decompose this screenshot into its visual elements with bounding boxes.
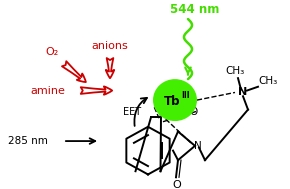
Circle shape [153, 79, 197, 121]
Text: 285 nm: 285 nm [8, 136, 48, 146]
Text: CH₃: CH₃ [225, 67, 245, 77]
Text: EET: EET [123, 108, 141, 118]
Text: O₂: O₂ [45, 47, 59, 57]
Text: 544 nm: 544 nm [170, 3, 220, 16]
Text: N: N [194, 141, 202, 151]
Text: CH₃: CH₃ [258, 76, 278, 86]
Text: amine: amine [30, 86, 66, 96]
Text: Tb: Tb [164, 94, 180, 108]
Text: O: O [173, 180, 181, 189]
Text: III: III [182, 91, 190, 100]
Text: O: O [190, 107, 198, 117]
Text: N: N [238, 88, 248, 98]
Text: anions: anions [92, 41, 128, 51]
